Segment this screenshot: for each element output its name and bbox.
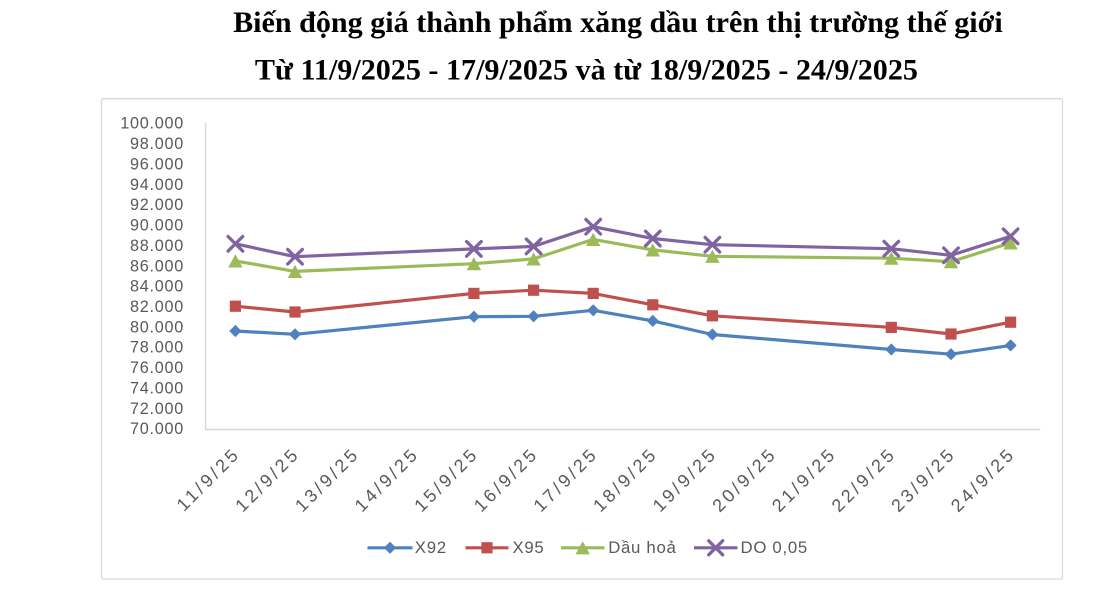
svg-text:DO 0,05: DO 0,05 xyxy=(741,538,808,557)
svg-text:90.000: 90.000 xyxy=(130,217,184,235)
svg-text:96.000: 96.000 xyxy=(130,155,184,173)
svg-text:X92: X92 xyxy=(415,538,447,557)
svg-text:94.000: 94.000 xyxy=(130,176,184,194)
svg-text:82.000: 82.000 xyxy=(130,298,184,316)
svg-text:86.000: 86.000 xyxy=(130,257,184,275)
svg-text:76.000: 76.000 xyxy=(130,359,184,377)
svg-text:98.000: 98.000 xyxy=(130,135,184,153)
svg-text:Biến động giá thành phẩm xăng: Biến động giá thành phẩm xăng dầu trên t… xyxy=(233,5,1003,39)
svg-text:78.000: 78.000 xyxy=(130,339,184,357)
svg-text:92.000: 92.000 xyxy=(130,196,184,214)
svg-text:80.000: 80.000 xyxy=(130,318,184,336)
svg-text:Từ 11/9/2025 - 17/9/2025 và từ: Từ 11/9/2025 - 17/9/2025 và từ 18/9/2025… xyxy=(255,53,918,87)
svg-text:100.000: 100.000 xyxy=(120,115,184,133)
svg-text:72.000: 72.000 xyxy=(130,400,184,418)
svg-text:Dầu hoả: Dầu hoả xyxy=(608,538,676,557)
svg-text:70.000: 70.000 xyxy=(130,420,184,438)
svg-text:84.000: 84.000 xyxy=(130,278,184,296)
svg-text:X95: X95 xyxy=(513,538,545,557)
svg-text:88.000: 88.000 xyxy=(130,237,184,255)
svg-text:74.000: 74.000 xyxy=(130,380,184,398)
